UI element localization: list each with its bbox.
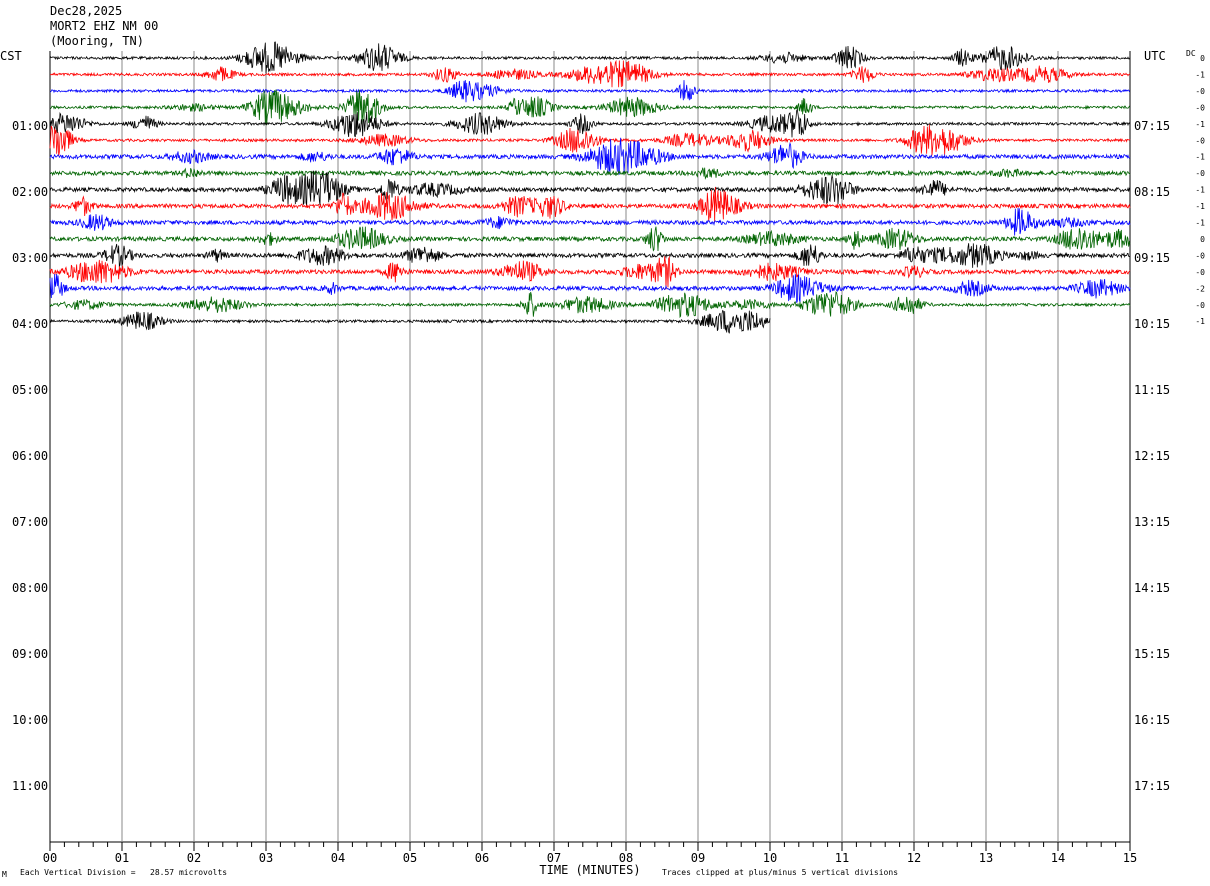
- right-hour-label: 16:15: [1134, 713, 1170, 727]
- x-tick-label: 04: [331, 851, 345, 865]
- dc-offset-label: -1: [1195, 219, 1205, 228]
- left-hour-label: 05:00: [12, 383, 48, 397]
- dc-offset-label: -1: [1195, 317, 1205, 326]
- right-hour-label: 15:15: [1134, 647, 1170, 661]
- seismic-trace: [49, 124, 1131, 156]
- corner-mark: M: [2, 870, 7, 879]
- seismic-trace: [49, 243, 1131, 268]
- dc-offset-label: -1: [1195, 186, 1205, 195]
- dc-offset-label: 0: [1200, 235, 1205, 244]
- left-hour-label: 02:00: [12, 185, 48, 199]
- seismic-trace: [49, 80, 1131, 103]
- seismic-trace: [49, 187, 1131, 223]
- seismic-trace: [49, 309, 771, 334]
- seismic-trace: [49, 273, 1131, 303]
- x-tick-label: 11: [835, 851, 849, 865]
- x-tick-label: 00: [43, 851, 57, 865]
- seismic-trace: [49, 170, 1131, 206]
- header-station: MORT2 EHZ NM 00: [50, 19, 159, 33]
- right-hour-label: 11:15: [1134, 383, 1170, 397]
- dc-offset-label: -1: [1195, 153, 1205, 162]
- dc-offset-label: -0: [1195, 251, 1205, 260]
- seismic-trace: [49, 207, 1131, 236]
- right-hour-label: 09:15: [1134, 251, 1170, 265]
- right-hour-label: 13:15: [1134, 515, 1170, 529]
- seismic-trace: [49, 89, 1131, 126]
- dc-offset-label: -1: [1195, 70, 1205, 79]
- seismic-trace: [49, 59, 1131, 88]
- dc-offset-label: -0: [1195, 268, 1205, 277]
- x-tick-label: 15: [1123, 851, 1137, 865]
- x-tick-label: 12: [907, 851, 921, 865]
- clip-note: Traces clipped at plus/minus 5 vertical …: [662, 868, 899, 877]
- dc-offset-label: -0: [1195, 103, 1205, 112]
- left-zone-label: CST: [0, 49, 22, 63]
- seismic-trace: [49, 255, 1131, 290]
- right-zone-label: UTC: [1144, 49, 1166, 63]
- left-hour-label: 03:00: [12, 251, 48, 265]
- right-hour-label: 12:15: [1134, 449, 1170, 463]
- left-hour-label: 09:00: [12, 647, 48, 661]
- right-hour-label: 17:15: [1134, 779, 1170, 793]
- dc-label: DC: [1186, 49, 1196, 58]
- x-tick-label: 10: [763, 851, 777, 865]
- left-hour-label: 06:00: [12, 449, 48, 463]
- right-hour-label: 08:15: [1134, 185, 1170, 199]
- left-hour-label: 08:00: [12, 581, 48, 595]
- seismic-trace: [49, 41, 1131, 74]
- x-tick-label: 06: [475, 851, 489, 865]
- dc-offset-label: 0: [1200, 54, 1205, 63]
- seismic-trace: [49, 137, 1131, 175]
- dc-offset-label: -0: [1195, 136, 1205, 145]
- left-hour-label: 01:00: [12, 119, 48, 133]
- seismic-trace: [49, 108, 1131, 138]
- dc-offset-label: -0: [1195, 169, 1205, 178]
- dc-offset-label: -1: [1195, 202, 1205, 211]
- x-tick-label: 13: [979, 851, 993, 865]
- x-tick-label: 14: [1051, 851, 1065, 865]
- dc-offset-label: -0: [1195, 87, 1205, 96]
- right-hour-label: 10:15: [1134, 317, 1170, 331]
- x-tick-label: 07: [547, 851, 561, 865]
- header-date: Dec28,2025: [50, 4, 123, 18]
- scale-note: Each Vertical Division = 28.57 microvolt…: [20, 868, 228, 877]
- left-hour-label: 11:00: [12, 779, 48, 793]
- dc-offset-label: -1: [1195, 120, 1205, 129]
- right-hour-label: 14:15: [1134, 581, 1170, 595]
- x-axis-label: TIME (MINUTES): [539, 863, 640, 877]
- seismic-trace: [49, 291, 1131, 319]
- seismic-trace: [49, 167, 1131, 180]
- left-hour-label: 04:00: [12, 317, 48, 331]
- x-tick-label: 05: [403, 851, 417, 865]
- x-tick-label: 02: [187, 851, 201, 865]
- dc-offset-label: -0: [1195, 301, 1205, 310]
- x-tick-label: 09: [691, 851, 705, 865]
- x-tick-label: 01: [115, 851, 129, 865]
- left-hour-label: 07:00: [12, 515, 48, 529]
- dc-offset-label: -2: [1195, 284, 1205, 293]
- x-tick-label: 08: [619, 851, 633, 865]
- header-location: (Mooring, TN): [50, 34, 144, 48]
- left-hour-label: 10:00: [12, 713, 48, 727]
- x-tick-label: 03: [259, 851, 273, 865]
- right-hour-label: 07:15: [1134, 119, 1170, 133]
- seismic-trace: [49, 226, 1131, 252]
